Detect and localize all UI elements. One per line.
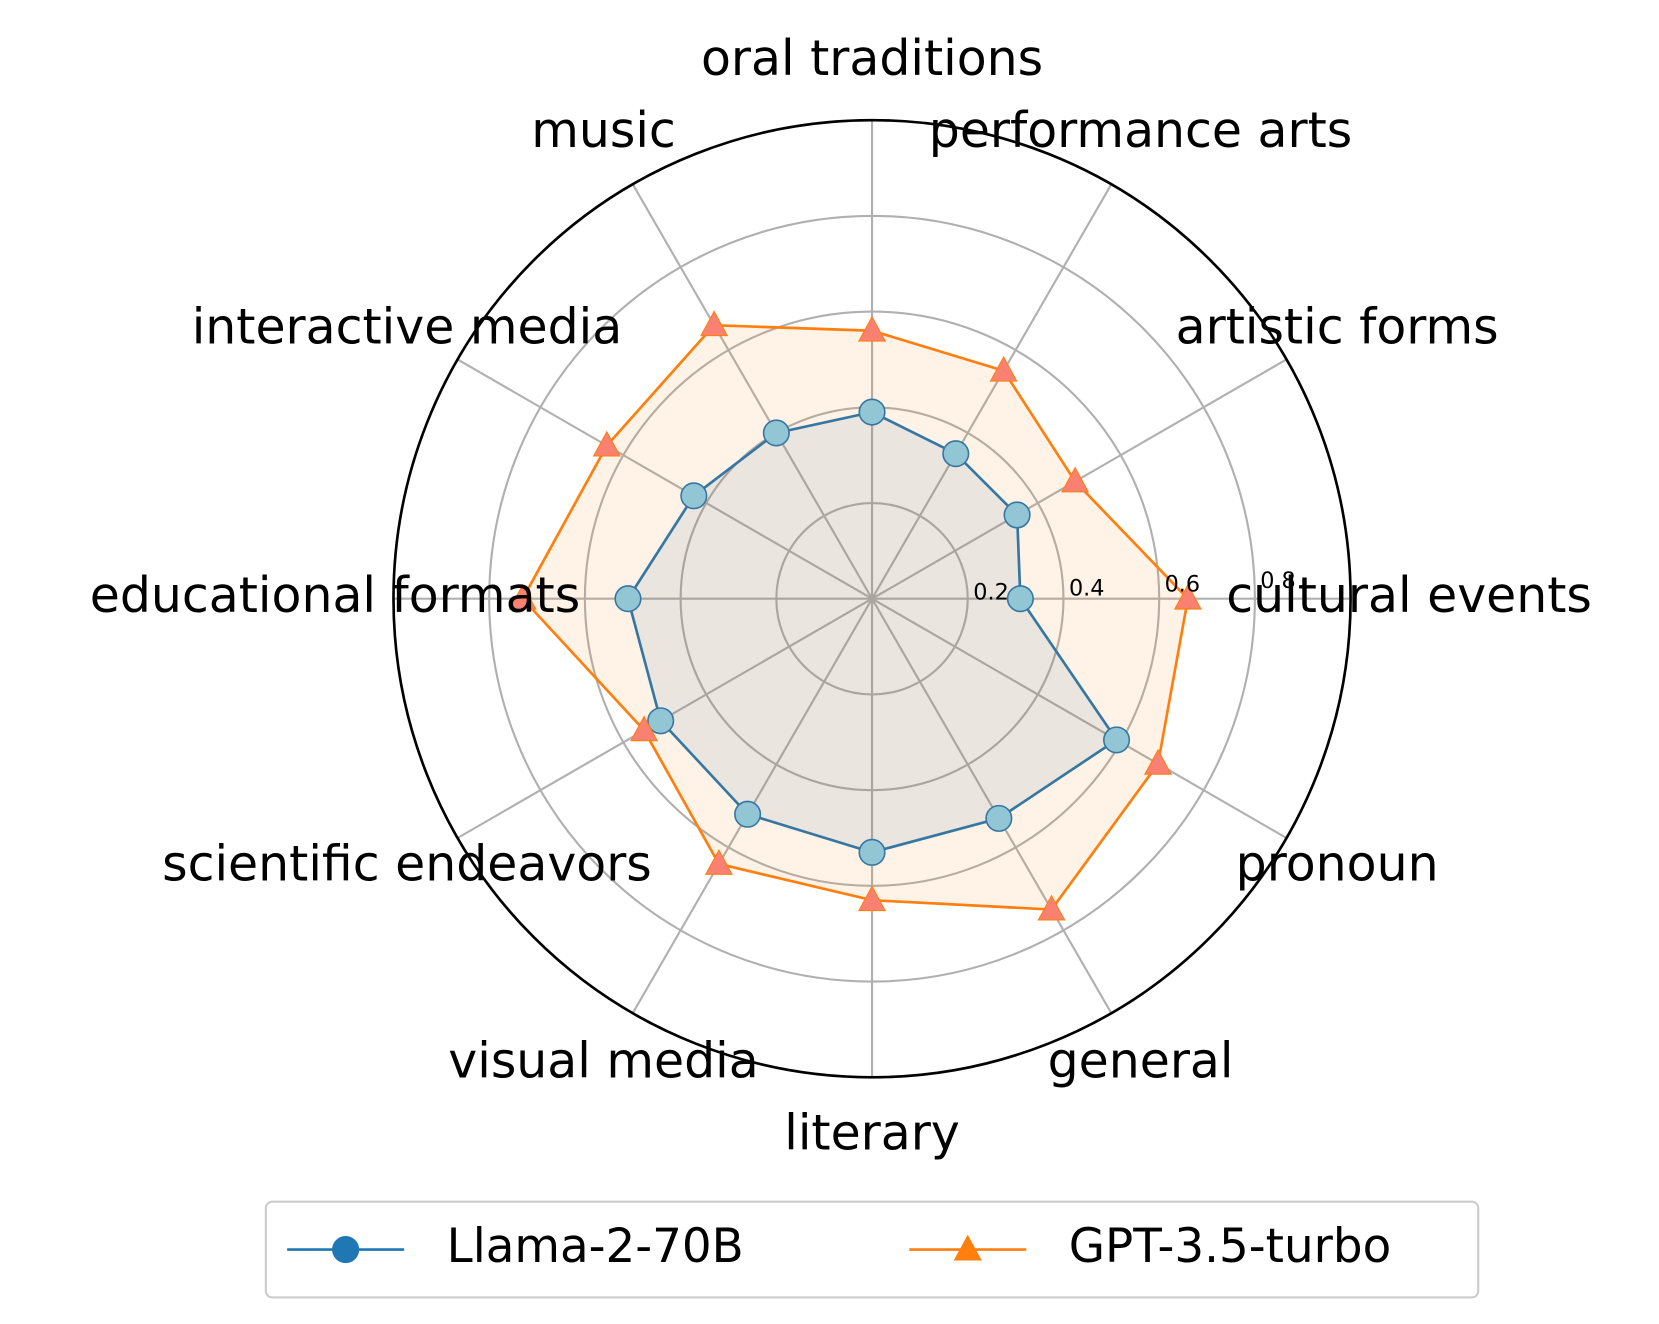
grid-spoke — [457, 358, 873, 600]
category-label: music — [531, 102, 676, 159]
marker — [1003, 501, 1031, 529]
grid-spoke — [871, 598, 1113, 1014]
marker — [734, 800, 762, 828]
marker — [704, 849, 733, 875]
r-tick-label: 0.8 — [1260, 568, 1296, 594]
grid-spoke — [871, 597, 1288, 839]
marker — [858, 398, 886, 426]
legend-frame — [264, 1200, 1480, 1299]
grid-spoke — [871, 183, 1113, 600]
grid-spoke — [631, 183, 873, 600]
marker — [858, 885, 887, 912]
marker — [985, 804, 1013, 832]
legend-marker — [953, 1234, 982, 1261]
outer-frame — [392, 118, 1352, 1079]
r-tick-label: 0.4 — [1069, 575, 1105, 601]
marker — [1006, 585, 1034, 613]
category-label: scientific endeavors — [162, 836, 652, 893]
category-label: interactive media — [192, 299, 623, 356]
marker — [700, 310, 729, 337]
marker — [1037, 894, 1066, 921]
category-label: artistic forms — [1176, 299, 1499, 356]
marker — [614, 585, 642, 613]
marker — [508, 583, 537, 610]
marker — [647, 707, 675, 735]
marker — [989, 355, 1018, 382]
category-label: literary — [784, 1104, 960, 1161]
legend: Llama-2-70B GPT-3.5-turbo — [264, 1200, 1480, 1299]
marker — [630, 715, 659, 742]
category-label: educational formats — [90, 567, 580, 624]
series-area — [522, 325, 1188, 910]
marker — [1061, 466, 1090, 493]
legend-marker — [332, 1235, 360, 1264]
category-label: general — [1048, 1032, 1234, 1089]
marker — [1143, 748, 1173, 775]
marker — [1173, 583, 1202, 610]
category-label: pronoun — [1236, 836, 1439, 893]
legend-label: Llama-2-70B — [447, 1220, 744, 1274]
r-tick-label: 0.6 — [1165, 572, 1201, 598]
marker — [858, 315, 887, 342]
category-label: performance arts — [929, 102, 1352, 159]
series-area — [627, 412, 1117, 853]
marker — [592, 430, 621, 457]
marker — [858, 838, 886, 866]
marker — [942, 440, 970, 468]
r-tick-label: 0.2 — [973, 579, 1009, 605]
category-label: oral traditions — [701, 30, 1043, 87]
marker — [762, 419, 790, 447]
category-label: cultural events — [1226, 567, 1592, 624]
category-label: visual media — [448, 1032, 758, 1089]
legend-label: GPT-3.5-turbo — [1069, 1220, 1391, 1274]
marker — [1102, 726, 1131, 754]
marker — [680, 482, 708, 510]
